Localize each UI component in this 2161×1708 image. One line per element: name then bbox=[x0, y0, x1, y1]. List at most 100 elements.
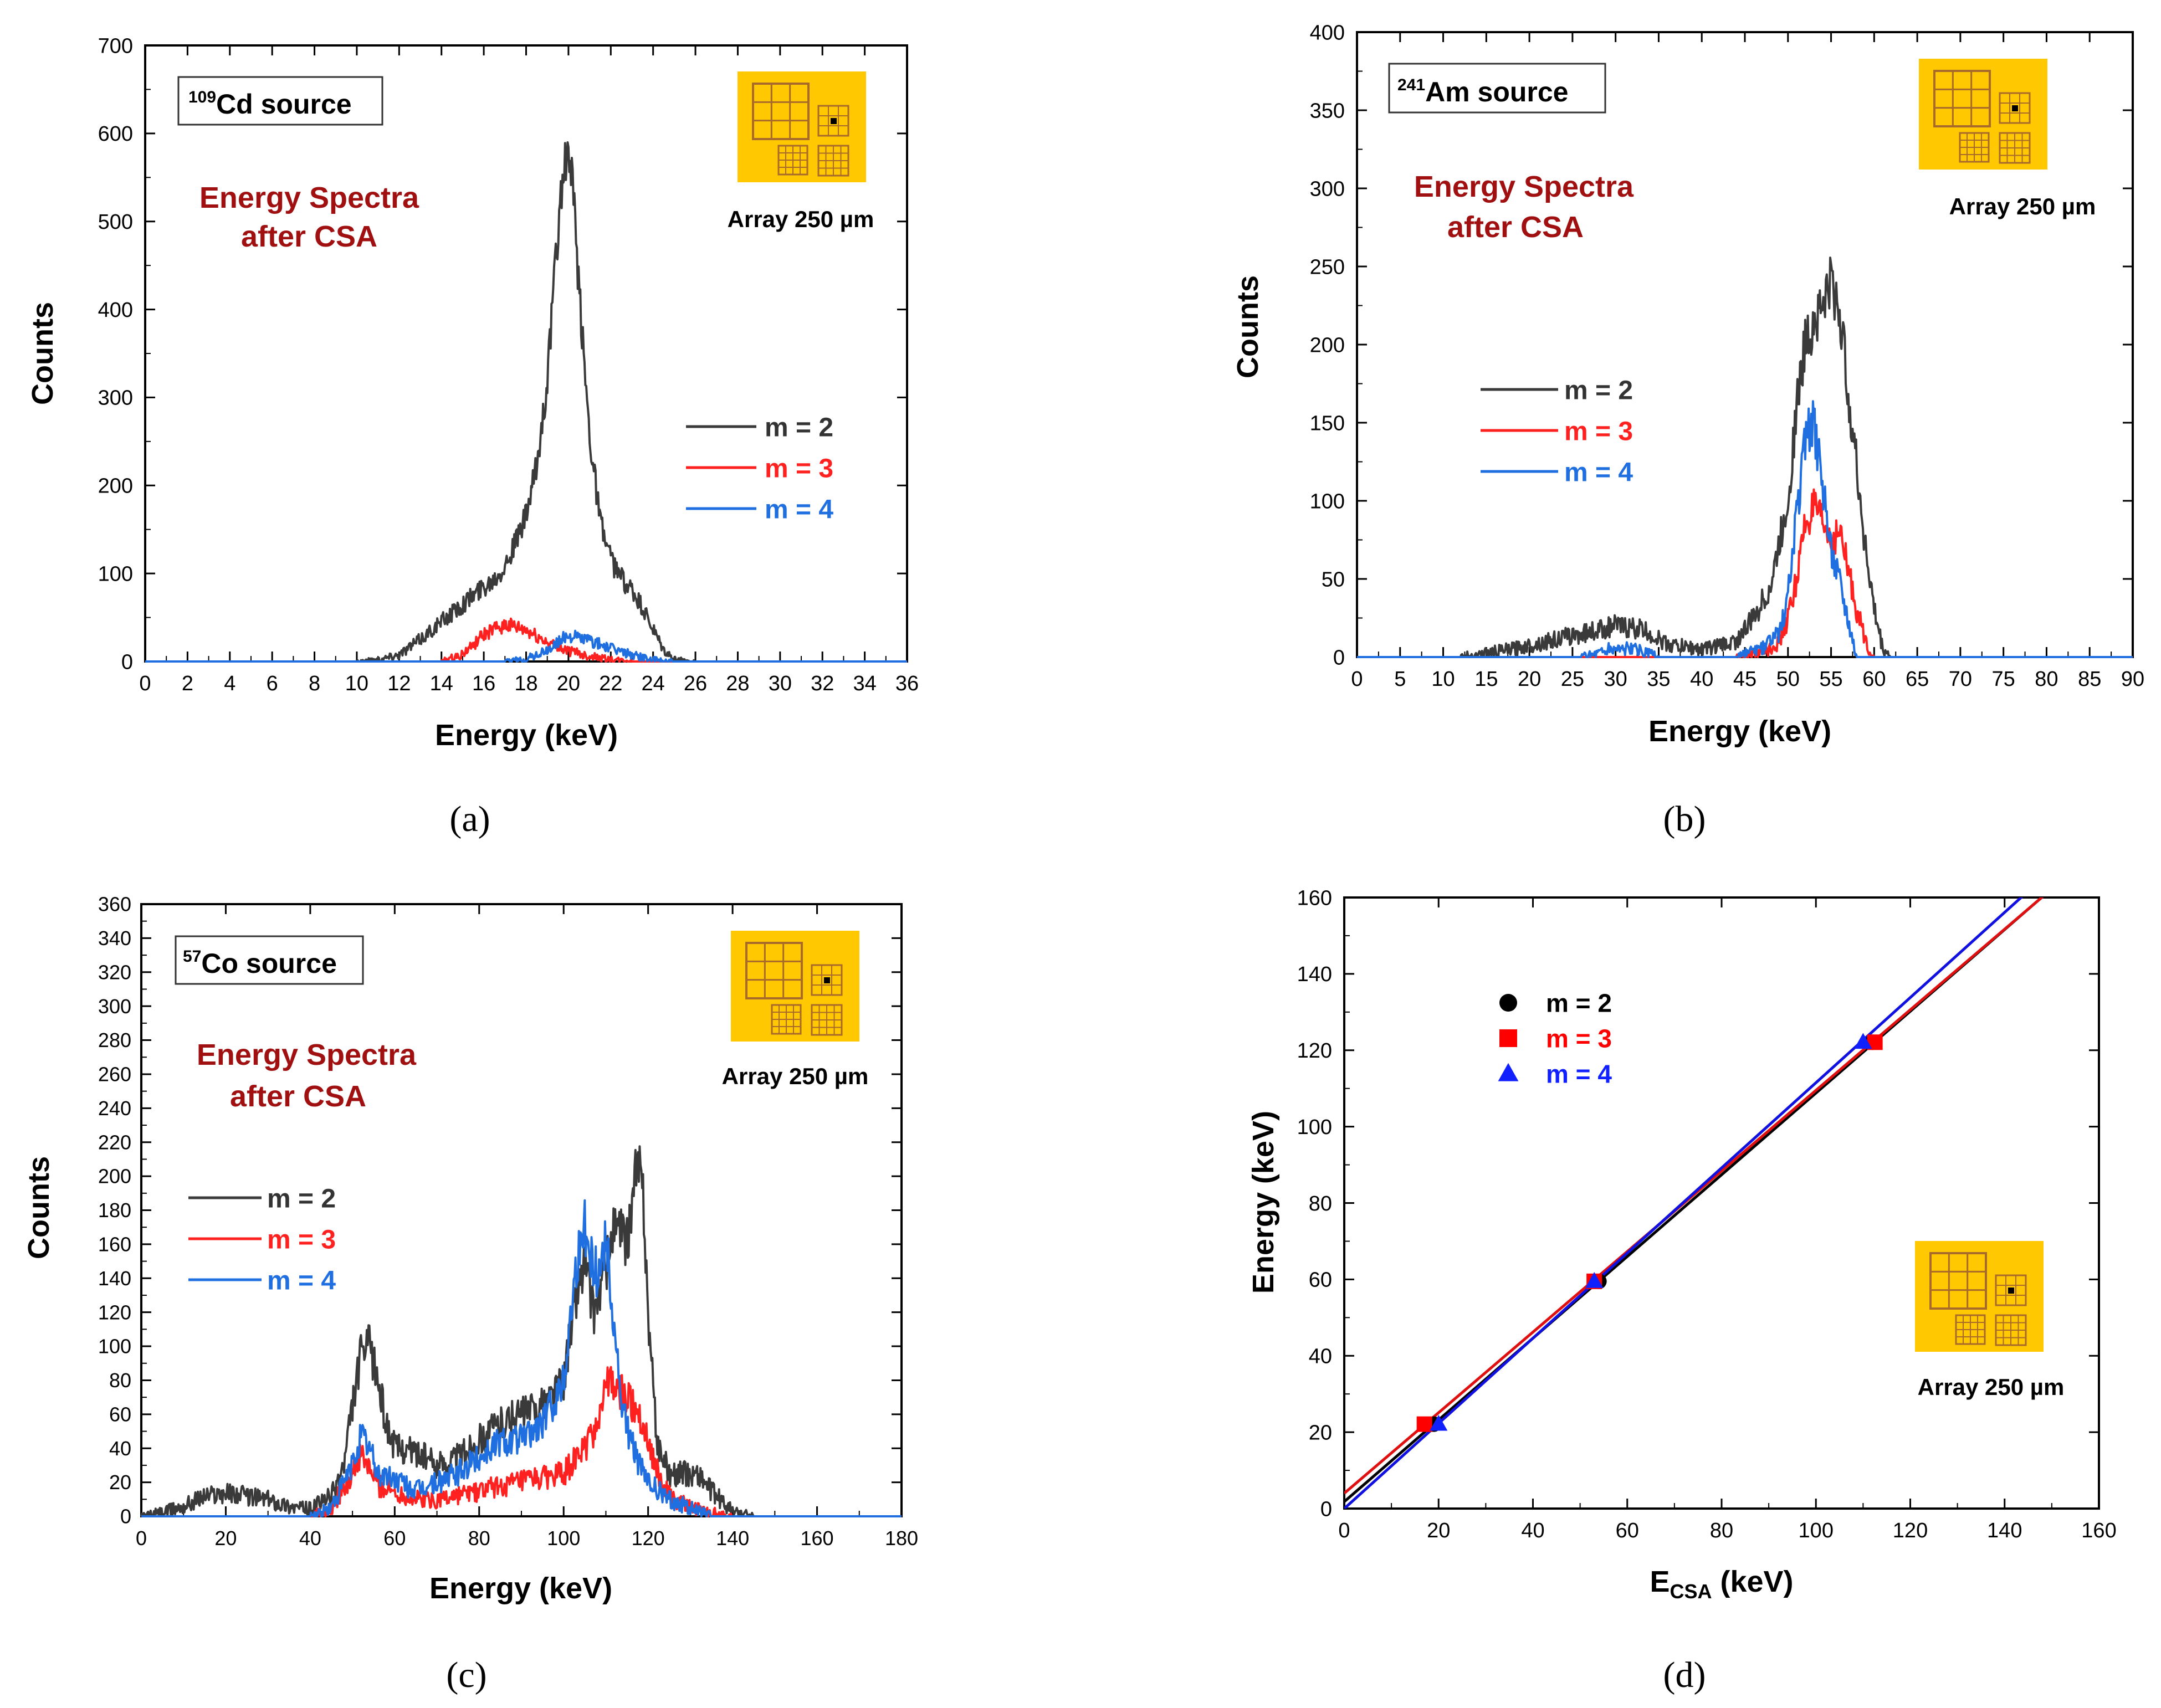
x-axis-title: ECSA (keV) bbox=[1650, 1565, 1793, 1603]
x-tick-label: 60 bbox=[1862, 668, 1886, 691]
inset-array-250 bbox=[1999, 92, 2031, 124]
series-line-m4 bbox=[145, 629, 908, 663]
x-axis-title-main: E bbox=[1650, 1565, 1670, 1598]
inset-large-pixel bbox=[752, 83, 810, 140]
x-tick-label: 80 bbox=[1710, 1519, 1733, 1542]
y-tick-label: 700 bbox=[98, 34, 133, 58]
panel-c: 0 20 40 60 80 100 120 140 160 180 0 20 40 60 80 100 120 1… bbox=[22, 893, 918, 1695]
x-tick-label: 0 bbox=[139, 672, 151, 695]
y-tick-label: 500 bbox=[98, 211, 133, 234]
legend-label-m4: m = 4 bbox=[1546, 1060, 1612, 1089]
inset-caption: Array 250 µm bbox=[1949, 193, 2096, 219]
x-tick-label: 140 bbox=[716, 1527, 749, 1550]
y-tick-label: 300 bbox=[98, 387, 133, 410]
x-axis-title-unit: (keV) bbox=[1712, 1565, 1793, 1598]
x-tick-label: 140 bbox=[1987, 1519, 2022, 1542]
annotation-line-2: after CSA bbox=[230, 1080, 366, 1113]
data-point-m4 bbox=[1585, 1272, 1604, 1288]
x-tick-label: 16 bbox=[472, 672, 495, 695]
y-tick-label: 400 bbox=[1310, 21, 1345, 44]
x-tick-label: 14 bbox=[430, 672, 453, 695]
source-superscript: 109 bbox=[188, 88, 216, 106]
y-tick-label: 0 bbox=[1333, 646, 1345, 669]
array-inset-icon bbox=[1915, 1241, 2044, 1352]
y-tick-label: 250 bbox=[1310, 255, 1345, 279]
legend-marker-m3 bbox=[1499, 1029, 1517, 1047]
x-tick-label: 50 bbox=[1776, 668, 1800, 691]
x-tick-label: 180 bbox=[885, 1527, 918, 1550]
x-tick-label: 2 bbox=[182, 672, 193, 695]
inset-caption: Array 250 µm bbox=[722, 1063, 869, 1089]
legend-label-m2: m = 2 bbox=[765, 413, 833, 442]
x-tick-label: 40 bbox=[299, 1527, 321, 1550]
source-box: 57Co source bbox=[175, 935, 364, 985]
y-tick-label: 200 bbox=[1310, 334, 1345, 357]
x-tick-label: 30 bbox=[1604, 668, 1627, 691]
x-tick-label: 80 bbox=[468, 1527, 490, 1550]
legend: m = 2 m = 3 m = 4 bbox=[686, 413, 833, 524]
y-tick-label: 80 bbox=[1309, 1192, 1332, 1215]
series-group bbox=[145, 141, 908, 663]
x-tick-label: 0 bbox=[1351, 668, 1363, 691]
x-tick-label: 120 bbox=[632, 1527, 665, 1550]
legend-label-m2: m = 2 bbox=[1546, 989, 1612, 1018]
y-tick-label: 160 bbox=[98, 1233, 131, 1255]
tick-group: 0 20 40 60 80 100 120 140 160 0 20 40 60 80 100 120 140 1… bbox=[1297, 886, 2117, 1542]
panel-d: 0 20 40 60 80 100 120 140 160 0 20 40 60 80 100 120 140 1… bbox=[1247, 886, 2117, 1695]
y-tick-label: 200 bbox=[98, 475, 133, 498]
series-line-m4 bbox=[1356, 400, 2133, 658]
x-tick-label: 22 bbox=[599, 672, 622, 695]
panel-label-a: (a) bbox=[449, 799, 490, 839]
y-axis-title: Counts bbox=[26, 302, 59, 405]
y-tick-label: 100 bbox=[98, 562, 133, 586]
x-axis-title: Energy (keV) bbox=[429, 1572, 612, 1605]
x-tick-label: 75 bbox=[1992, 668, 2015, 691]
series-group bbox=[1416, 1033, 1883, 1432]
x-tick-label: 36 bbox=[895, 672, 919, 695]
x-tick-label: 12 bbox=[387, 672, 411, 695]
legend-marker-m2 bbox=[1499, 994, 1517, 1012]
series-group bbox=[1356, 257, 2133, 658]
array-inset-icon bbox=[731, 931, 859, 1042]
panel-label-c: (c) bbox=[446, 1655, 487, 1695]
source-box-frame bbox=[1388, 63, 1606, 114]
x-tick-label: 15 bbox=[1474, 668, 1498, 691]
inset-caption: Array 250 µm bbox=[1918, 1374, 2065, 1400]
source-box-frame bbox=[177, 76, 383, 126]
panel-a: 0 2 4 6 8 10 12 14 16 18 20 22 24 26 28 30 32 34 360100200… bbox=[26, 34, 919, 839]
legend: m = 2 m = 3 m = 4 bbox=[1481, 376, 1633, 487]
series-group bbox=[140, 1145, 902, 1517]
legend-label-m3: m = 3 bbox=[765, 454, 833, 483]
panel-label-b: (b) bbox=[1663, 799, 1706, 839]
legend-marker-m4 bbox=[1498, 1063, 1519, 1081]
inset-caption: Array 250 µm bbox=[728, 206, 874, 232]
annotation-line-1: Energy Spectra bbox=[199, 181, 419, 214]
x-tick-label: 0 bbox=[136, 1527, 147, 1550]
y-tick-label: 260 bbox=[98, 1063, 131, 1086]
annotation-line-1: Energy Spectra bbox=[197, 1038, 417, 1071]
x-tick-label: 55 bbox=[1819, 668, 1842, 691]
x-tick-label: 35 bbox=[1647, 668, 1670, 691]
x-tick-label: 60 bbox=[383, 1527, 406, 1550]
x-tick-label: 90 bbox=[2121, 668, 2144, 691]
y-tick-label: 120 bbox=[98, 1301, 131, 1324]
data-point-m4 bbox=[1854, 1033, 1872, 1049]
y-tick-label: 400 bbox=[98, 299, 133, 322]
y-tick-label: 280 bbox=[98, 1029, 131, 1052]
y-tick-label: 120 bbox=[1297, 1039, 1332, 1063]
fit-lines bbox=[1344, 897, 2044, 1509]
x-tick-label: 80 bbox=[2035, 668, 2058, 691]
y-tick-label: 50 bbox=[1322, 568, 1345, 591]
inset-large-pixel bbox=[745, 942, 803, 999]
source-name: Am source bbox=[1425, 76, 1568, 107]
x-tick-label: 32 bbox=[811, 672, 834, 695]
inset-background bbox=[1919, 59, 2047, 170]
y-axis-title: Counts bbox=[1231, 275, 1264, 378]
x-tick-label: 8 bbox=[309, 672, 320, 695]
inset-large-pixel bbox=[1933, 70, 1991, 127]
y-tick-label: 340 bbox=[98, 927, 131, 950]
x-tick-label: 4 bbox=[224, 672, 235, 695]
x-tick-label: 40 bbox=[1521, 1519, 1544, 1542]
x-tick-label: 25 bbox=[1561, 668, 1584, 691]
